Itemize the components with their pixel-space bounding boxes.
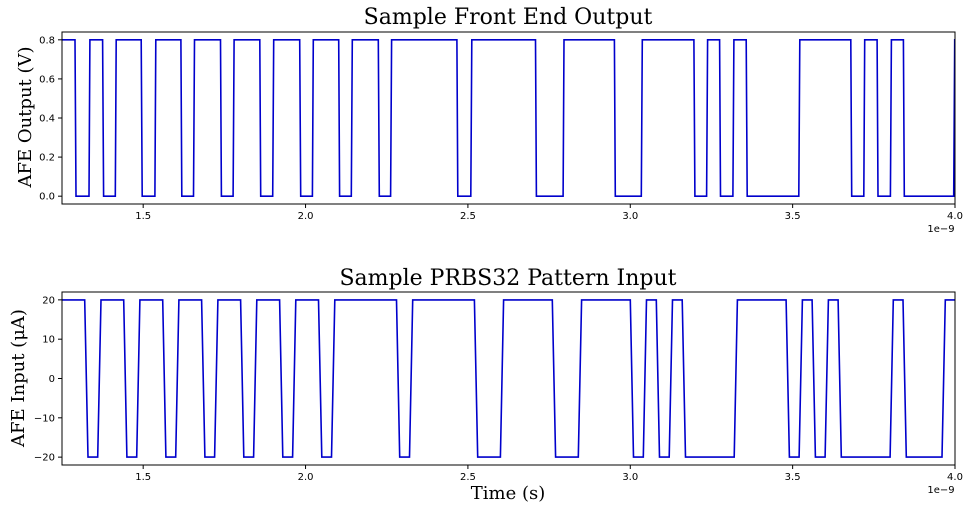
top-series-line bbox=[62, 39, 956, 197]
top-x-tick-label: 2.5 bbox=[460, 211, 476, 222]
bottom-x-tick-label: 3.0 bbox=[622, 472, 638, 483]
top-y-tick-label: 0.6 bbox=[39, 74, 55, 85]
top-x-tick-label: 3.5 bbox=[785, 211, 801, 222]
top-y-tick-label: 0.4 bbox=[39, 114, 55, 125]
bottom-x-tick-label: 2.0 bbox=[298, 472, 314, 483]
bottom-x-tick-label: 1.5 bbox=[135, 472, 151, 483]
bottom-y-tick-label: −10 bbox=[34, 413, 55, 424]
bottom-x-tick-label: 4.0 bbox=[947, 472, 963, 483]
bottom-x-ticks: 1.5 2.0 2.5 3.0 3.5 4.0 bbox=[135, 465, 963, 483]
top-y-tick-label: 0.2 bbox=[39, 153, 55, 164]
top-y-axis-label: AFE Output (V) bbox=[15, 46, 36, 188]
bottom-y-tick-label: 10 bbox=[42, 335, 55, 346]
top-x-ticks: 1.5 2.0 2.5 3.0 3.5 4.0 bbox=[135, 204, 963, 222]
top-x-offset-label: 1e−9 bbox=[927, 224, 954, 235]
bottom-x-tick-label: 3.5 bbox=[785, 472, 801, 483]
bottom-y-axis-label: AFE Input (μA) bbox=[8, 309, 29, 448]
top-y-tick-label: 0.8 bbox=[39, 35, 55, 46]
bottom-plot-frame bbox=[61, 291, 956, 466]
bottom-x-axis-label: Time (s) bbox=[471, 483, 546, 504]
top-x-tick-label: 1.5 bbox=[135, 211, 151, 222]
bottom-y-tick-label: −20 bbox=[34, 453, 55, 464]
top-x-tick-label: 2.0 bbox=[298, 211, 314, 222]
bottom-subplot: Sample PRBS32 Pattern Input AFE Input (μ… bbox=[8, 266, 963, 504]
top-subplot: Sample Front End Output AFE Output (V) 0… bbox=[15, 5, 963, 235]
top-plot-frame bbox=[61, 31, 956, 205]
bottom-x-tick-label: 2.5 bbox=[460, 472, 476, 483]
bottom-y-tick-label: 0 bbox=[49, 374, 55, 385]
top-y-tick-label: 0.0 bbox=[39, 192, 55, 203]
bottom-series-line bbox=[62, 299, 955, 458]
bottom-y-tick-label: 20 bbox=[42, 295, 55, 306]
top-x-tick-label: 3.0 bbox=[622, 211, 638, 222]
top-chart-title: Sample Front End Output bbox=[364, 5, 653, 30]
top-y-ticks: 0.0 0.2 0.4 0.6 0.8 bbox=[39, 35, 62, 203]
bottom-x-offset-label: 1e−9 bbox=[927, 485, 954, 496]
bottom-y-ticks: 20 10 0 −10 −20 bbox=[34, 295, 62, 464]
bottom-chart-title: Sample PRBS32 Pattern Input bbox=[339, 266, 676, 291]
top-x-tick-label: 4.0 bbox=[947, 211, 963, 222]
